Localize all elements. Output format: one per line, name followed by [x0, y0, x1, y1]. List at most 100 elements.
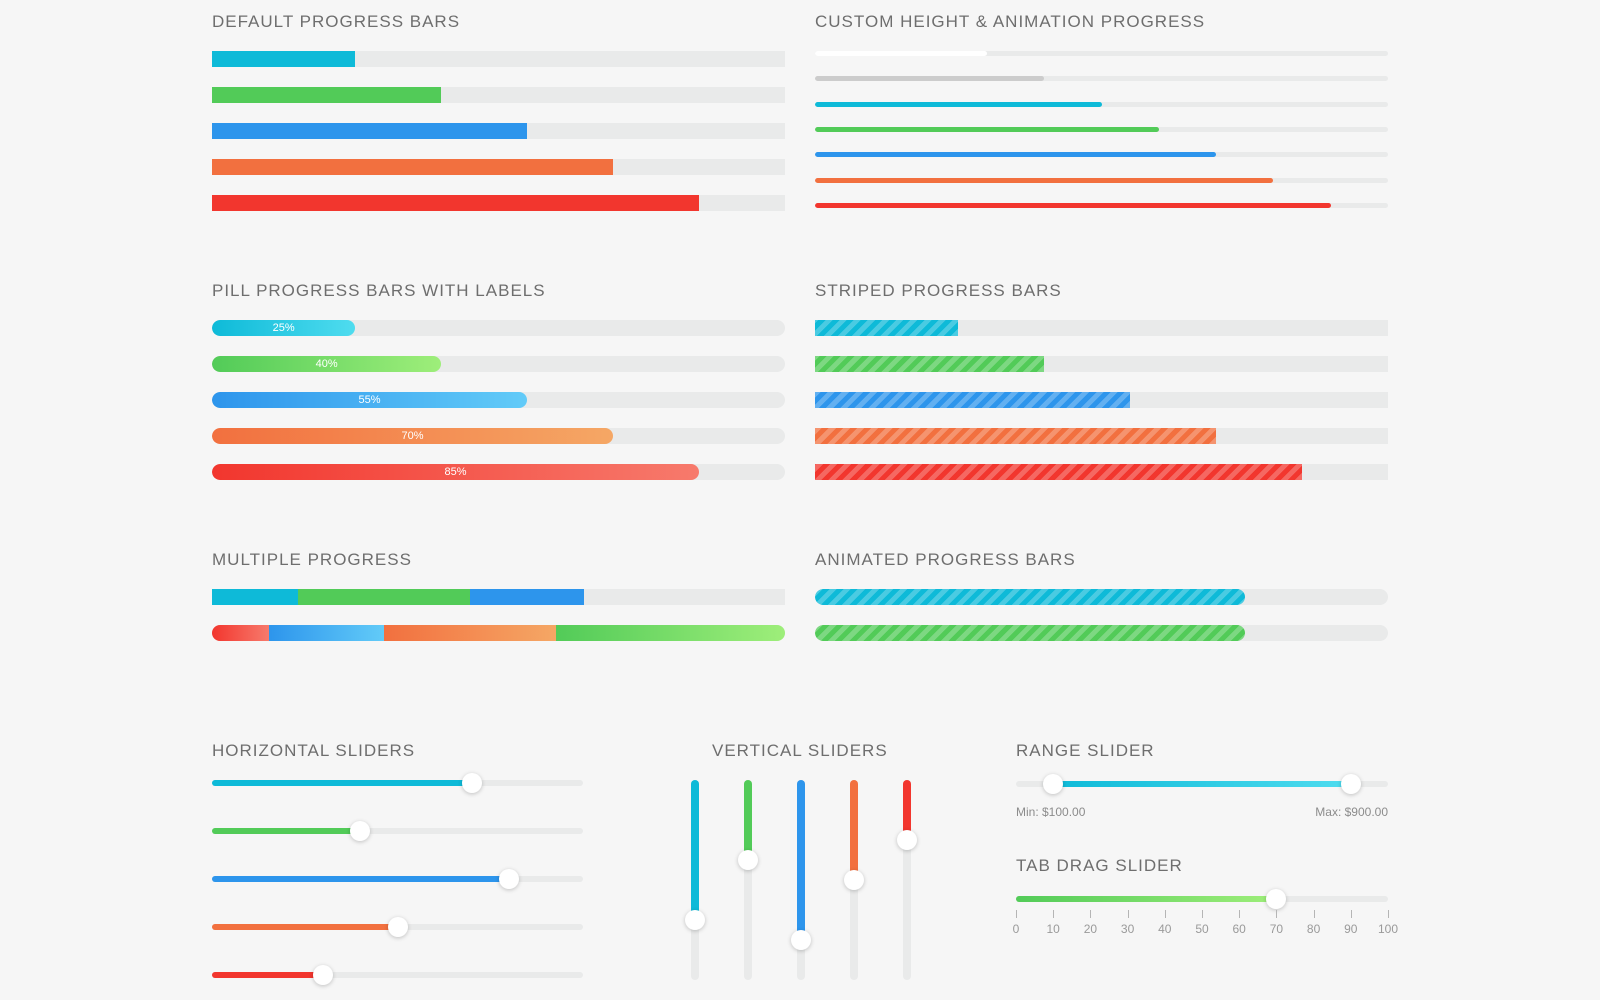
slider-track — [212, 828, 583, 834]
pill-progress-label: 55% — [358, 394, 381, 406]
slider-fill — [903, 780, 911, 840]
slider-thumb[interactable] — [350, 821, 371, 841]
animated-progress-track — [815, 589, 1388, 605]
progress-track — [815, 126, 1388, 132]
slider-track — [903, 780, 911, 980]
default-progress-title: DEFAULT PROGRESS BARS — [212, 12, 461, 31]
horizontal-slider[interactable] — [212, 917, 583, 937]
range-max-label: Max: $900.00 — [1315, 805, 1388, 819]
tab-drag-tick-label: 40 — [1158, 922, 1172, 936]
striped-progress-fill — [815, 320, 959, 336]
tab-drag-tick — [1388, 910, 1389, 918]
slider-thumb[interactable] — [461, 773, 482, 793]
progress-fill — [212, 51, 356, 67]
tab-drag-fill — [1016, 896, 1277, 902]
pill-progress-track: 55% — [212, 392, 785, 408]
animated-progress-fill — [815, 625, 1245, 641]
horizontal-slider[interactable] — [212, 773, 583, 793]
vertical-slider[interactable] — [791, 780, 811, 980]
tab-drag-tick-label: 90 — [1344, 922, 1358, 936]
pill-progress-track: 70% — [212, 428, 785, 444]
progress-track — [212, 123, 785, 139]
tab-drag-tick — [1239, 910, 1241, 918]
progress-fill — [212, 195, 700, 211]
pill-progress-fill — [212, 428, 614, 444]
striped-progress-track — [815, 320, 1388, 336]
pill-progress-track: 25% — [212, 320, 785, 336]
horizontal-slider[interactable] — [212, 869, 583, 889]
progress-fill — [815, 126, 1159, 132]
tab-drag-tick — [1090, 910, 1092, 918]
tab-drag-tick-label: 70 — [1269, 922, 1284, 936]
vertical-slider[interactable] — [897, 780, 917, 980]
progress-fill — [815, 202, 1331, 208]
horizontal-slider[interactable] — [212, 821, 583, 841]
vertical-sliders-title: VERTICAL SLIDERS — [712, 741, 888, 760]
progress-fill — [815, 177, 1274, 183]
slider-thumb[interactable] — [498, 869, 519, 889]
progress-fill — [212, 159, 614, 175]
multiple-progress-track — [212, 589, 785, 605]
progress-fill — [815, 152, 1217, 158]
striped-progress-track — [815, 392, 1388, 408]
progress-segment — [212, 589, 298, 605]
tab-drag-tick — [1350, 910, 1352, 918]
pill-progress-fill — [212, 392, 528, 408]
slider-fill — [212, 876, 509, 882]
tab-drag-tick — [1053, 910, 1055, 918]
striped-progress-track — [815, 356, 1388, 372]
striped-progress-track — [815, 464, 1388, 480]
vertical-slider[interactable] — [844, 780, 864, 980]
tab-drag-tick — [1016, 910, 1017, 918]
animated-progress-title: ANIMATED PROGRESS BARS — [815, 550, 1076, 569]
vertical-slider[interactable] — [685, 780, 705, 980]
progress-fill — [815, 76, 1045, 82]
progress-fill — [212, 123, 528, 139]
slider-thumb[interactable] — [791, 930, 811, 950]
tab-drag-slider-title: TAB DRAG SLIDER — [1016, 856, 1183, 875]
range-min-thumb[interactable] — [1043, 774, 1064, 794]
tab-drag-tick — [1313, 910, 1315, 918]
range-slider[interactable] — [1016, 774, 1388, 794]
vertical-slider[interactable] — [738, 780, 758, 980]
progress-segment — [297, 589, 470, 605]
striped-progress-track — [815, 428, 1388, 444]
tab-drag-tick — [1202, 910, 1203, 918]
slider-fill — [797, 780, 805, 940]
slider-thumb[interactable] — [844, 870, 864, 890]
tab-drag-tick — [1127, 910, 1129, 918]
progress-track — [815, 101, 1388, 107]
slider-thumb[interactable] — [897, 830, 917, 850]
progress-track — [212, 159, 785, 175]
slider-fill — [850, 780, 858, 880]
tab-drag-tick-label: 20 — [1083, 922, 1098, 936]
horizontal-slider[interactable] — [212, 965, 583, 985]
slider-thumb[interactable] — [387, 917, 408, 937]
pill-progress-label: 70% — [401, 430, 424, 442]
animated-progress-track — [815, 625, 1388, 641]
progress-track — [212, 195, 785, 211]
tab-drag-thumb[interactable] — [1266, 889, 1287, 909]
range-max-thumb[interactable] — [1340, 774, 1361, 794]
slider-fill — [212, 780, 472, 786]
progress-segment — [555, 625, 785, 641]
horizontal-sliders-title: HORIZONTAL SLIDERS — [212, 741, 416, 760]
tab-drag-slider[interactable]: 0 10 20 30 40 50 60 70 80 90 100 — [1013, 889, 1398, 936]
range-slider-title: RANGE SLIDER — [1016, 741, 1155, 760]
slider-thumb[interactable] — [685, 910, 705, 930]
striped-progress-fill — [815, 356, 1045, 372]
slider-thumb[interactable] — [313, 965, 334, 985]
slider-track — [744, 780, 752, 980]
progress-track — [212, 51, 785, 67]
striped-progress-fill — [815, 464, 1303, 480]
slider-fill — [212, 828, 361, 834]
slider-fill — [212, 972, 324, 978]
animated-progress-fill — [815, 589, 1245, 605]
slider-thumb[interactable] — [738, 850, 758, 870]
pill-progress-track: 85% — [212, 464, 785, 480]
progress-track — [815, 51, 1388, 56]
tab-drag-tick-label: 10 — [1046, 922, 1060, 936]
tab-drag-tick-label: 50 — [1195, 922, 1209, 936]
slider-fill — [212, 924, 398, 930]
pill-progress-label: 40% — [315, 358, 338, 370]
